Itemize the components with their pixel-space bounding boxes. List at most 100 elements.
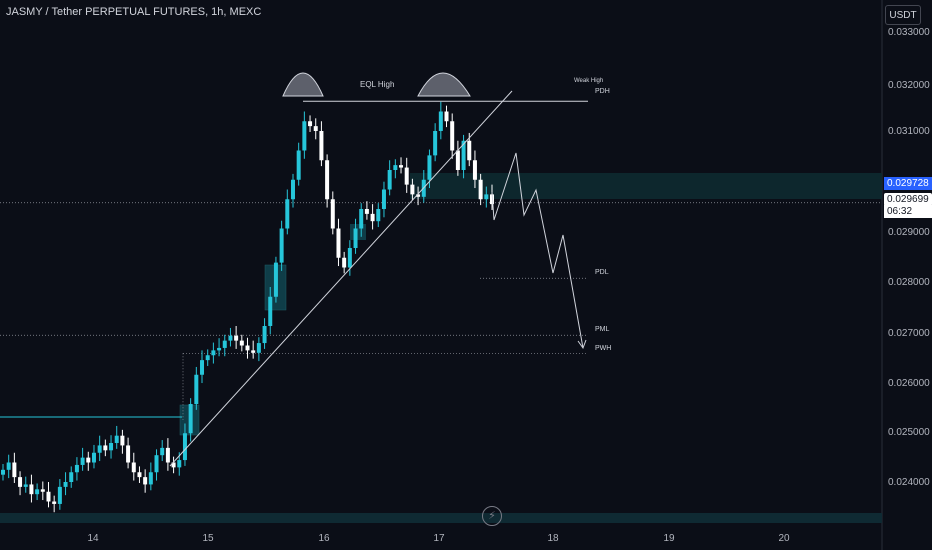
candle (154, 449, 159, 481)
candle (228, 327, 233, 347)
price-tick: 0.027000 (888, 328, 930, 339)
candle (126, 437, 131, 469)
candle (63, 472, 68, 496)
candle (12, 452, 17, 483)
eql-high-marker (417, 72, 471, 97)
time-tick: 18 (547, 533, 559, 544)
candle (109, 435, 114, 459)
order-block (350, 224, 366, 240)
candle (80, 447, 85, 471)
candle (1, 463, 5, 481)
projection-path (491, 152, 584, 349)
price-tick: 0.031000 (888, 126, 930, 137)
candle (308, 115, 313, 132)
candle (478, 173, 483, 206)
candle (296, 142, 301, 186)
time-tick: 14 (87, 533, 99, 544)
candle (74, 457, 79, 481)
lightning-bolt-icon[interactable]: ⚡ (482, 506, 502, 526)
candle (188, 398, 193, 442)
candle (461, 134, 466, 179)
candle (330, 191, 335, 235)
candle (273, 256, 278, 303)
price-tick: 0.026000 (888, 378, 930, 389)
candle (40, 481, 45, 501)
candle (342, 251, 347, 274)
candle (364, 201, 369, 220)
symbol-title[interactable]: JASMY / Tether PERPETUAL FUTURES, 1h, ME… (6, 6, 262, 18)
candle (450, 113, 455, 159)
candle (319, 121, 324, 167)
candle (268, 287, 273, 335)
last-price-tag: 0.029699 (884, 193, 932, 206)
candle (484, 186, 489, 208)
candle (359, 203, 364, 237)
candle (410, 178, 415, 201)
candle (171, 456, 176, 474)
candle (69, 466, 74, 488)
time-tick: 17 (433, 533, 445, 544)
candle (131, 452, 136, 481)
candle (239, 334, 244, 352)
candle (160, 440, 165, 462)
candle (399, 157, 404, 174)
candle (313, 118, 318, 140)
pdl-label: PDL (595, 269, 609, 276)
candle (245, 337, 250, 359)
candle (52, 495, 57, 513)
price-tick: 0.033000 (888, 27, 930, 38)
candle (302, 111, 307, 159)
current-price-tag: 0.029728 (884, 177, 932, 190)
candles (1, 101, 494, 513)
candle (336, 218, 341, 267)
candle (86, 451, 91, 471)
candle (6, 454, 11, 479)
candle (103, 439, 108, 457)
candle (444, 105, 449, 128)
price-tick: 0.029000 (888, 227, 930, 238)
session-band (0, 513, 882, 523)
supply-zone (410, 173, 882, 199)
candle (194, 366, 199, 410)
price-tick: 0.024000 (888, 477, 930, 488)
pml-label: PML (595, 326, 610, 333)
candle (256, 337, 261, 362)
candle (211, 342, 216, 364)
pdh-label: PDH (595, 88, 610, 95)
candle (217, 338, 222, 357)
candle (120, 429, 125, 454)
eql-high-marker (282, 72, 324, 97)
candle (455, 140, 460, 176)
candle (381, 181, 386, 218)
candle (416, 186, 421, 206)
candle (234, 326, 239, 349)
candle (182, 423, 187, 466)
candle (143, 469, 148, 493)
candle (97, 435, 102, 462)
projection-arrow (577, 339, 587, 350)
candle (347, 240, 352, 276)
candle (251, 340, 256, 359)
candle (148, 462, 153, 491)
price-tick: 0.032000 (888, 80, 930, 91)
candle (438, 101, 443, 140)
candle (472, 150, 477, 189)
candle (279, 220, 284, 271)
candle (433, 123, 438, 162)
candle (285, 189, 290, 235)
candle (404, 157, 409, 193)
candle (165, 438, 170, 471)
candle (353, 218, 358, 254)
candle (29, 474, 34, 503)
time-tick: 19 (663, 533, 675, 544)
pwh-label: PWH (595, 345, 612, 352)
candle (35, 483, 40, 501)
time-tick: 15 (202, 533, 214, 544)
candle (387, 160, 392, 196)
candle (393, 159, 398, 179)
candle (114, 425, 119, 449)
weak-high-label: Weak High (574, 78, 604, 84)
currency-button[interactable]: USDT (885, 5, 921, 25)
price-tick: 0.025000 (888, 427, 930, 438)
